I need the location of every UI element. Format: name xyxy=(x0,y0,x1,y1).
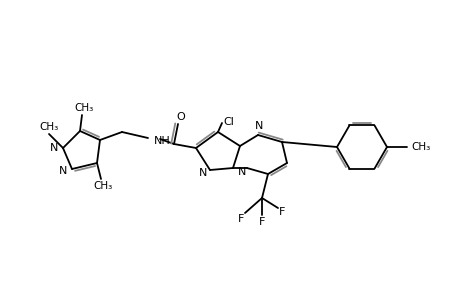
Text: CH₃: CH₃ xyxy=(410,142,430,152)
Text: N: N xyxy=(50,143,58,153)
Text: N: N xyxy=(198,168,207,178)
Text: F: F xyxy=(278,207,285,217)
Text: N: N xyxy=(237,167,246,177)
Text: CH₃: CH₃ xyxy=(74,103,94,113)
Text: Cl: Cl xyxy=(223,117,233,127)
Text: N: N xyxy=(58,166,67,176)
Text: CH₃: CH₃ xyxy=(39,122,58,132)
Text: NH: NH xyxy=(154,136,170,146)
Text: F: F xyxy=(237,214,244,224)
Text: CH₃: CH₃ xyxy=(93,181,112,191)
Text: N: N xyxy=(254,121,263,131)
Text: F: F xyxy=(258,217,264,227)
Text: O: O xyxy=(176,112,185,122)
